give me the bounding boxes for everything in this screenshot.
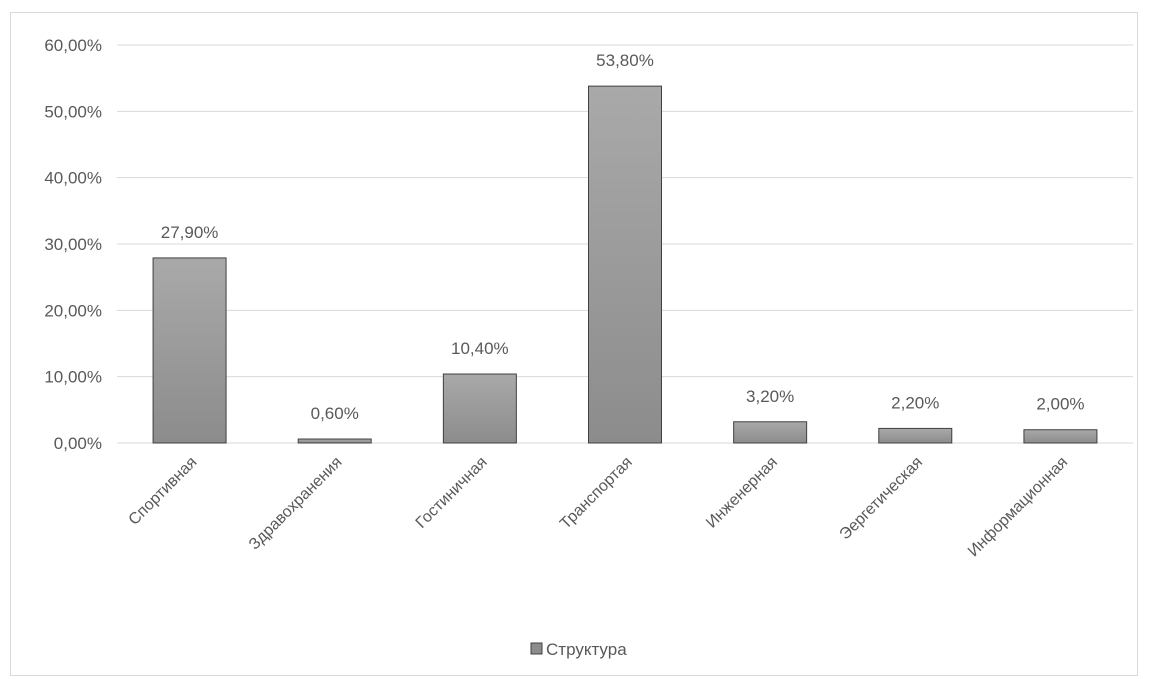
- y-tick-label: 50,00%: [44, 102, 102, 121]
- x-axis-categories: Спортивная Здравохранения Гостиничная Транс…: [126, 454, 1072, 560]
- legend: Структура: [530, 640, 627, 659]
- y-tick-label: 40,00%: [44, 169, 102, 188]
- bar: [442, 373, 517, 444]
- y-tick-label: 20,00%: [44, 301, 102, 320]
- bar: [1023, 429, 1098, 444]
- x-category-label: Информационная: [965, 454, 1071, 560]
- x-category-label: Эергетическая: [837, 454, 926, 543]
- y-tick-label: 60,00%: [44, 36, 102, 55]
- data-label: 10,40%: [451, 339, 509, 358]
- bar: [588, 85, 662, 444]
- y-axis-ticks: 0,00% 10,00% 20,00% 30,00% 40,00% 50,00% 60,00…: [44, 36, 102, 453]
- data-label: 27,90%: [161, 223, 219, 242]
- data-labels: 27,90% 0,60% 10,40% 53,80% 3,20% 2,20% 2,00%: [161, 51, 1085, 423]
- legend-label: Структура: [546, 640, 627, 659]
- bar: [878, 427, 953, 444]
- y-tick-label: 30,00%: [44, 235, 102, 254]
- bar: [297, 438, 372, 444]
- y-tick-label: 10,00%: [44, 368, 102, 387]
- bar: [733, 421, 808, 444]
- x-category-label: Транспортая: [557, 454, 636, 533]
- bars: [152, 85, 1098, 444]
- data-label: 0,60%: [311, 404, 359, 423]
- bar: [152, 257, 227, 444]
- x-category-label: Спортивная: [126, 454, 201, 529]
- data-label: 53,80%: [596, 51, 654, 70]
- x-category-label: Гостиничная: [413, 454, 491, 532]
- data-label: 3,20%: [746, 387, 794, 406]
- legend-swatch: [530, 642, 543, 655]
- data-label: 2,00%: [1036, 395, 1084, 414]
- x-category-label: Инженерная: [703, 454, 781, 532]
- data-label: 2,20%: [891, 393, 939, 412]
- x-category-label: Здравохранения: [246, 454, 346, 554]
- y-tick-label: 0,00%: [54, 434, 102, 453]
